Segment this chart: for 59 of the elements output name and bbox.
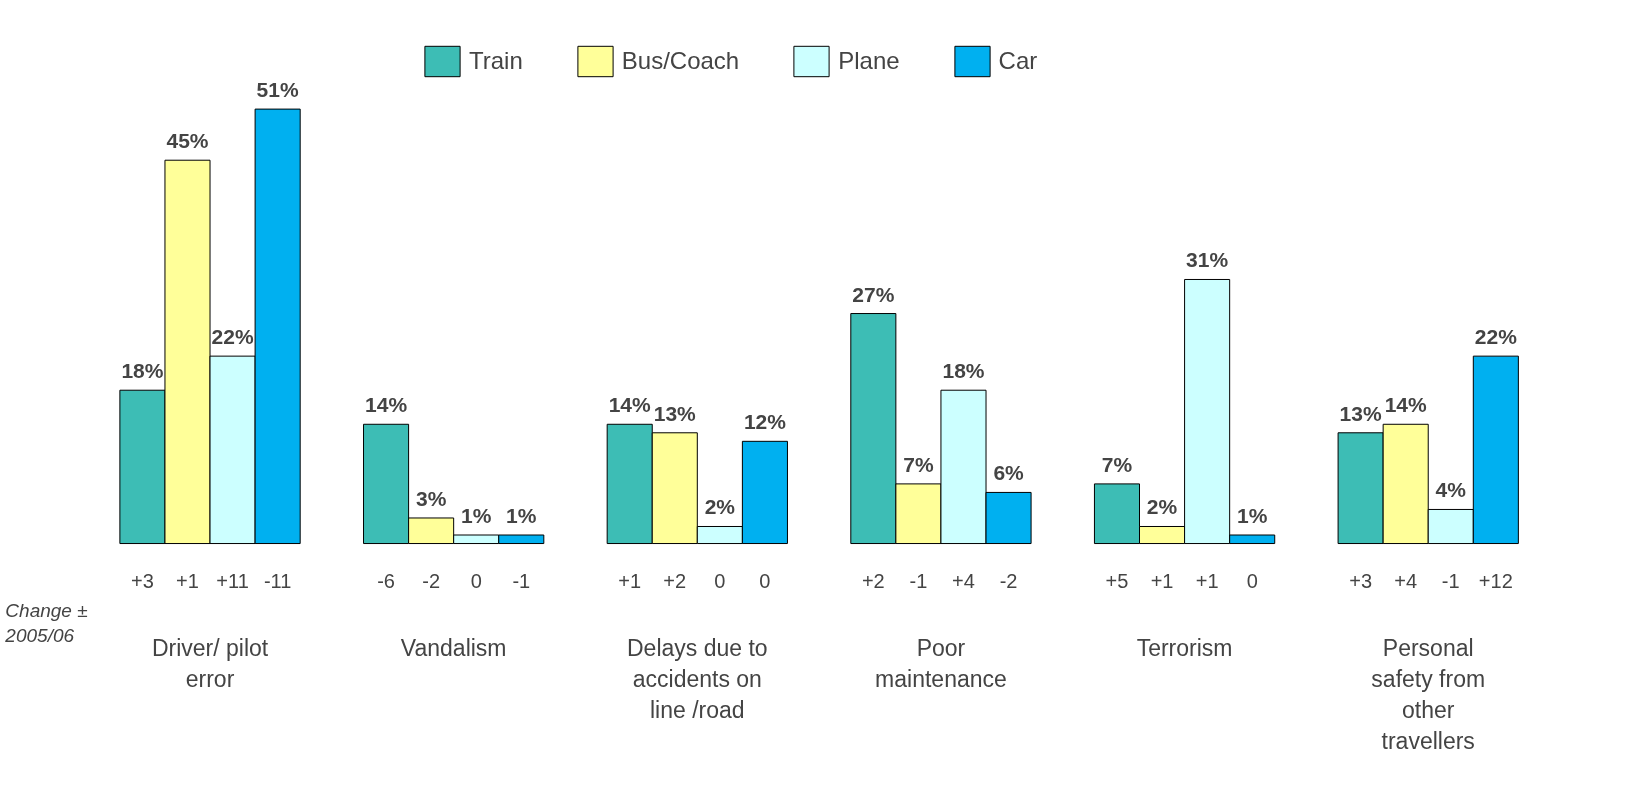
text: +2	[663, 569, 687, 592]
text: 0	[714, 569, 726, 592]
text: +4	[1394, 569, 1418, 592]
legend-label: Train	[469, 47, 523, 75]
data-label: 31%	[1186, 248, 1229, 272]
text: +12	[1478, 569, 1513, 592]
data-label: 1%	[461, 504, 492, 528]
text: -6	[377, 569, 395, 592]
text: -2	[999, 569, 1018, 592]
text: 0	[759, 569, 771, 592]
data-label: 1%	[506, 504, 537, 528]
data-label: 27%	[852, 282, 895, 306]
text: -1	[909, 569, 928, 592]
text: 0	[470, 569, 482, 592]
data-label: 51%	[256, 78, 299, 102]
text: -2	[422, 569, 441, 592]
data-label: 4%	[1435, 478, 1467, 502]
x-tick-label: Vandalism	[400, 634, 507, 661]
data-label: 13%	[1339, 401, 1382, 425]
data-label: 2%	[704, 495, 736, 519]
text: +5	[1105, 569, 1129, 592]
data-label: 18%	[121, 359, 164, 383]
data-label: 1%	[1237, 504, 1268, 528]
data-label: 13%	[653, 401, 697, 425]
data-label: 14%	[365, 393, 408, 417]
legend-label: Plane	[838, 47, 900, 75]
x-tick-label: Terrorism	[1136, 634, 1233, 661]
text: +3	[1349, 569, 1373, 592]
data-label: 22%	[211, 325, 254, 349]
x-tick-label: Delays due to accidents on line /road	[626, 634, 768, 724]
text: +3	[131, 569, 154, 592]
text: +1	[176, 569, 199, 592]
text: +11	[216, 569, 249, 592]
text: +2	[861, 569, 885, 592]
text: -1	[512, 569, 531, 592]
x-tick-label: Poor maintenance	[875, 634, 1007, 692]
text: Change ± 2005/06	[4, 600, 88, 647]
text: +1	[618, 569, 642, 592]
data-label: 7%	[903, 452, 934, 476]
data-label: 6%	[993, 461, 1025, 485]
text: -1	[1441, 569, 1460, 592]
data-label: 22%	[1474, 325, 1518, 349]
text: -11	[263, 569, 292, 592]
data-label: 45%	[166, 129, 209, 153]
text: +1	[1195, 569, 1219, 592]
data-label: 14%	[608, 393, 652, 417]
data-label: 7%	[1101, 452, 1133, 476]
text: 0	[1246, 569, 1258, 592]
data-label: 14%	[1384, 393, 1428, 417]
data-label: 2%	[1146, 495, 1178, 519]
legend-label: Car	[998, 47, 1038, 75]
x-tick-label: Personal safety from other travellers	[1371, 634, 1486, 755]
text: +1	[1150, 569, 1174, 592]
data-label: 12%	[743, 410, 787, 434]
text: +4	[952, 569, 975, 592]
data-label: 18%	[942, 359, 985, 383]
data-label: 3%	[415, 486, 447, 510]
legend-label: Bus/Coach	[621, 47, 740, 75]
x-tick-label: Driver/ pilot error	[151, 634, 269, 692]
